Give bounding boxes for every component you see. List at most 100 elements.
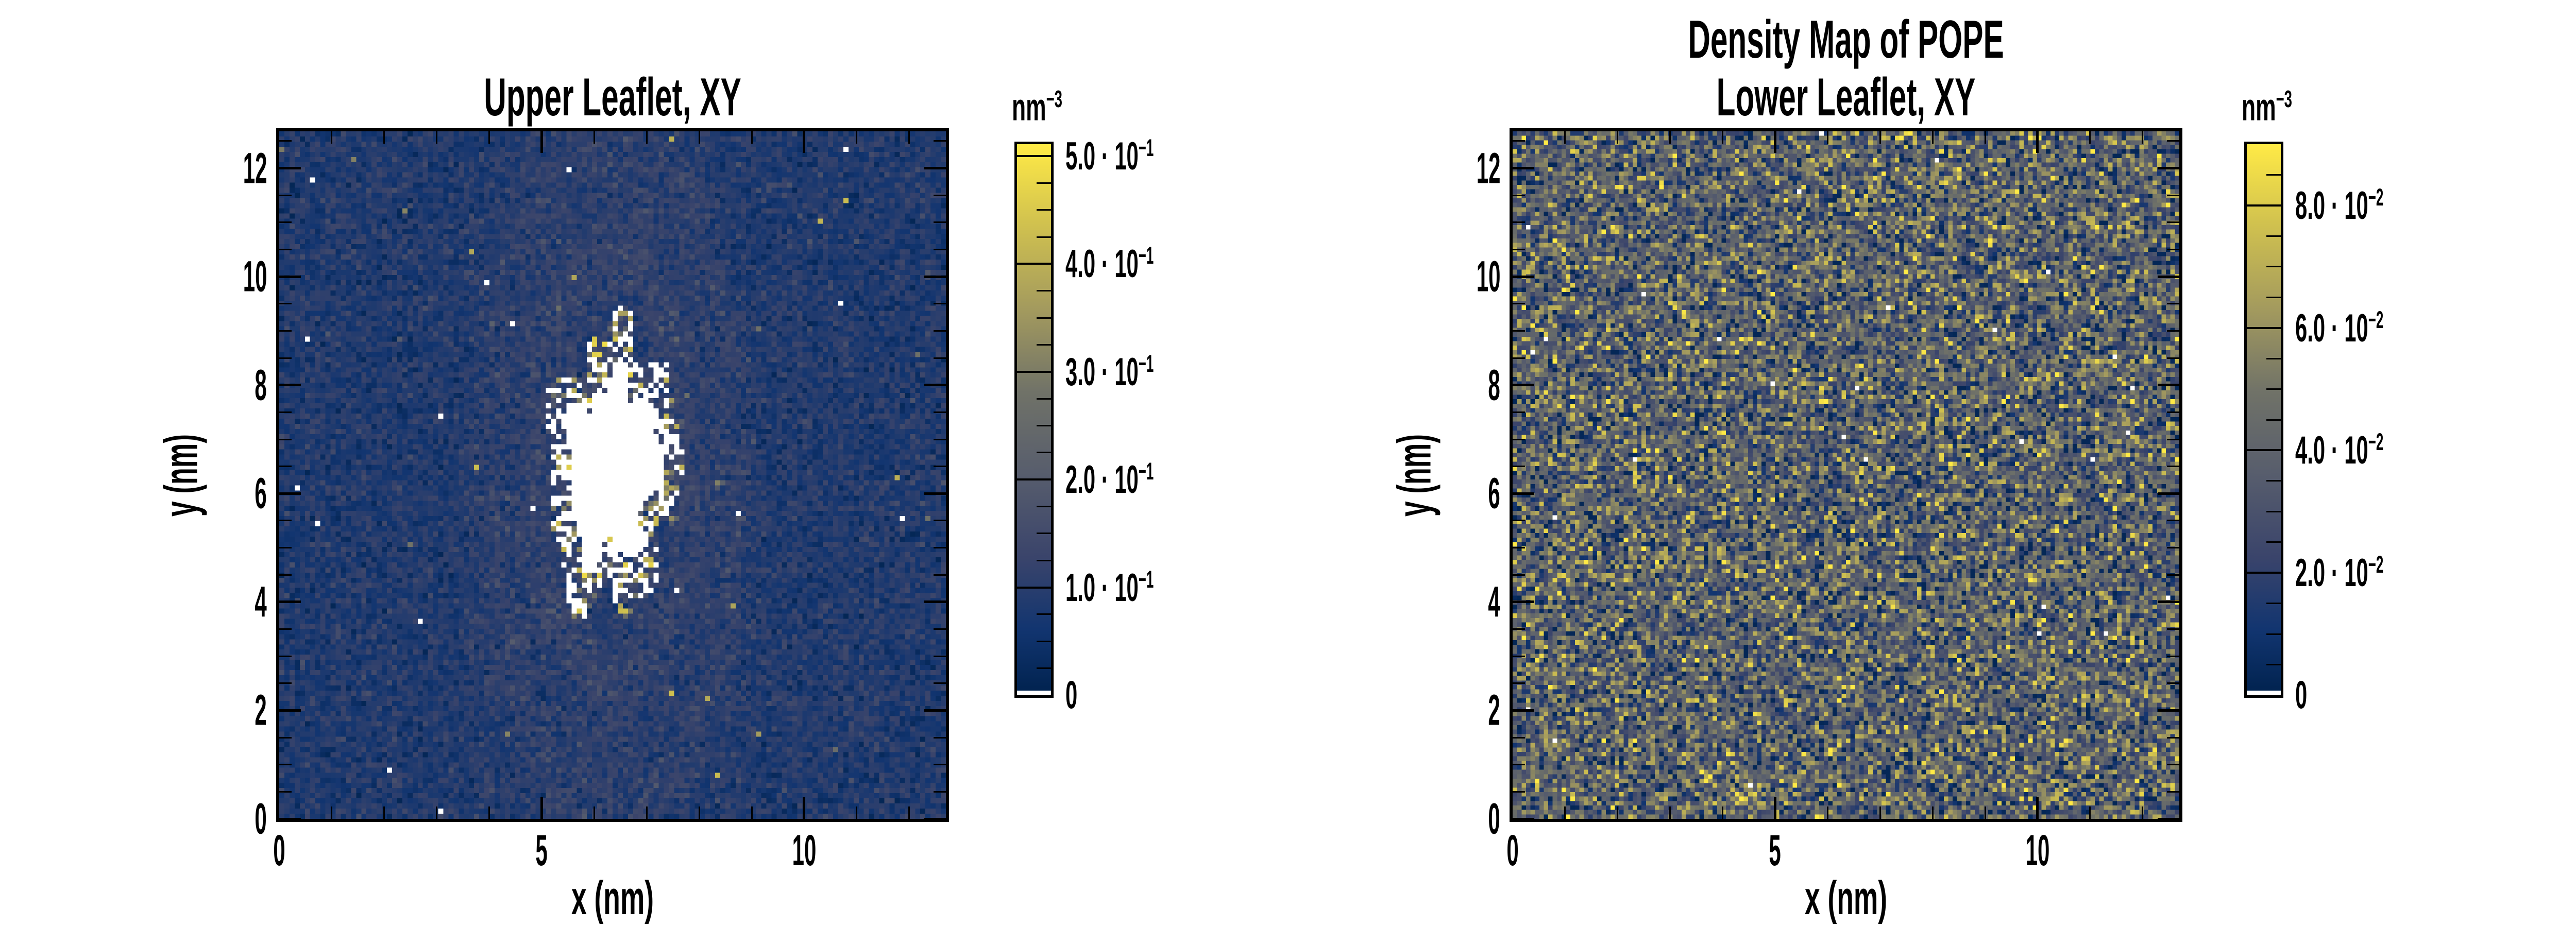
colorbar-tick-label: 1.0 · 10−1 (1065, 565, 1154, 610)
y-tick-mark (934, 547, 946, 549)
subplot-title: Lower Leaflet, XY (1716, 67, 1976, 127)
colorbar-minor-tick (1037, 236, 1051, 238)
y-tick-label: 2 (1488, 685, 1500, 734)
y-tick-mark (1513, 600, 1534, 604)
y-tick-mark (2158, 817, 2179, 820)
y-tick-mark (1513, 682, 1525, 684)
y-tick-label: 4 (1488, 577, 1500, 626)
x-tick-mark (2142, 806, 2144, 819)
x-tick-label: 10 (792, 826, 817, 874)
colorbar-minor-tick (1037, 640, 1051, 642)
y-axis-label: y (nm) (155, 434, 208, 517)
colorbar-unit-label: nm−3 (2242, 85, 2292, 129)
unit-base: nm (2242, 85, 2276, 129)
x-tick-mark (488, 131, 490, 144)
y-tick-mark (924, 167, 946, 170)
y-tick-mark (934, 655, 946, 657)
colorbar-minor-tick (1037, 613, 1051, 615)
y-tick-mark (1513, 330, 1525, 332)
colorbar-minor-tick (1037, 344, 1051, 346)
y-tick-mark (934, 411, 946, 413)
x-tick-mark (2142, 131, 2144, 144)
colorbar-minor-tick (2266, 235, 2281, 237)
y-tick-mark (934, 357, 946, 359)
y-tick-mark (1513, 466, 1525, 468)
y-tick-mark (1513, 520, 1525, 522)
y-tick-mark (2167, 628, 2179, 630)
y-tick-mark (924, 817, 946, 820)
y-tick-mark (1513, 140, 1525, 142)
y-tick-mark (934, 574, 946, 576)
colorbar-minor-tick (2266, 633, 2281, 635)
y-tick-mark (2158, 275, 2179, 278)
y-tick-label: 8 (255, 360, 267, 409)
y-tick-label: 0 (1488, 794, 1500, 843)
colorbar-tick-label: 2.0 · 10−1 (1065, 457, 1154, 502)
colorbar-tick-label: 5.0 · 10−1 (1065, 133, 1154, 179)
colorbar-minor-tick (1037, 425, 1051, 427)
y-tick-mark (2167, 357, 2179, 359)
x-tick-mark (1722, 806, 1724, 819)
colorbar-minor-tick (2266, 419, 2281, 421)
colorbar-minor-tick (2266, 357, 2281, 359)
x-tick-mark (1879, 806, 1881, 819)
x-tick-mark (1931, 131, 1934, 144)
colorbar-tick-label: 6.0 · 10−2 (2295, 305, 2384, 350)
colorbar-tick-label: 4.0 · 10−2 (2295, 428, 2384, 473)
colorbar-unit-label: nm−3 (1012, 85, 1062, 129)
y-tick-label: 12 (243, 144, 267, 193)
exponent: −1 (1138, 457, 1154, 485)
x-tick-mark (1879, 131, 1881, 144)
y-tick-mark (279, 275, 301, 278)
x-tick-mark (646, 806, 648, 819)
y-tick-mark (2167, 655, 2179, 657)
colorbar-minor-tick (2266, 510, 2281, 512)
x-tick-mark (436, 131, 438, 144)
y-tick-label: 0 (255, 794, 267, 843)
x-tick-mark (751, 131, 753, 144)
y-tick-mark (2158, 384, 2179, 387)
y-tick-mark (279, 817, 301, 820)
colorbar-major-tick (1017, 370, 1051, 373)
x-tick-mark (1564, 806, 1566, 819)
y-tick-mark (924, 600, 946, 604)
y-tick-mark (279, 764, 292, 766)
y-tick-mark (279, 303, 292, 305)
colorbar-zero-strip (2247, 691, 2281, 695)
exponent: −1 (1138, 349, 1154, 377)
colorbar-major-tick (2247, 449, 2281, 452)
heatmap-plot-area (276, 128, 949, 822)
y-tick-label: 6 (255, 469, 267, 518)
colorbar-minor-tick (1037, 290, 1051, 292)
x-tick-mark (436, 806, 438, 819)
x-tick-label: 5 (535, 826, 548, 874)
colorbar-major-tick (2247, 204, 2281, 207)
y-tick-mark (934, 194, 946, 196)
y-tick-mark (2167, 303, 2179, 305)
x-tick-mark (2089, 806, 2091, 819)
x-tick-label: 0 (1506, 826, 1519, 874)
x-tick-mark (331, 806, 333, 819)
colorbar-minor-tick (1037, 559, 1051, 561)
colorbar-minor-tick (1037, 667, 1051, 670)
y-axis-label: y (nm) (1388, 434, 1441, 517)
heatmap-plot-area (1510, 128, 2182, 822)
y-tick-mark (2158, 492, 2179, 495)
colorbar-minor-tick (2266, 266, 2281, 268)
colorbar-major-tick (2247, 572, 2281, 574)
x-tick-mark (698, 131, 700, 144)
y-tick-mark (2167, 764, 2179, 766)
x-tick-mark (1826, 131, 1828, 144)
y-tick-mark (279, 520, 292, 522)
y-tick-mark (1513, 384, 1534, 387)
colorbar-minor-tick (1037, 452, 1051, 454)
y-tick-mark (279, 357, 292, 359)
y-tick-mark (279, 682, 292, 684)
y-tick-mark (1513, 791, 1525, 793)
y-tick-mark (279, 438, 292, 440)
colorbar-tick-label: 4.0 · 10−1 (1065, 242, 1154, 286)
x-tick-mark (331, 131, 333, 144)
y-tick-mark (924, 709, 946, 712)
unit-exponent: −3 (2276, 85, 2292, 112)
